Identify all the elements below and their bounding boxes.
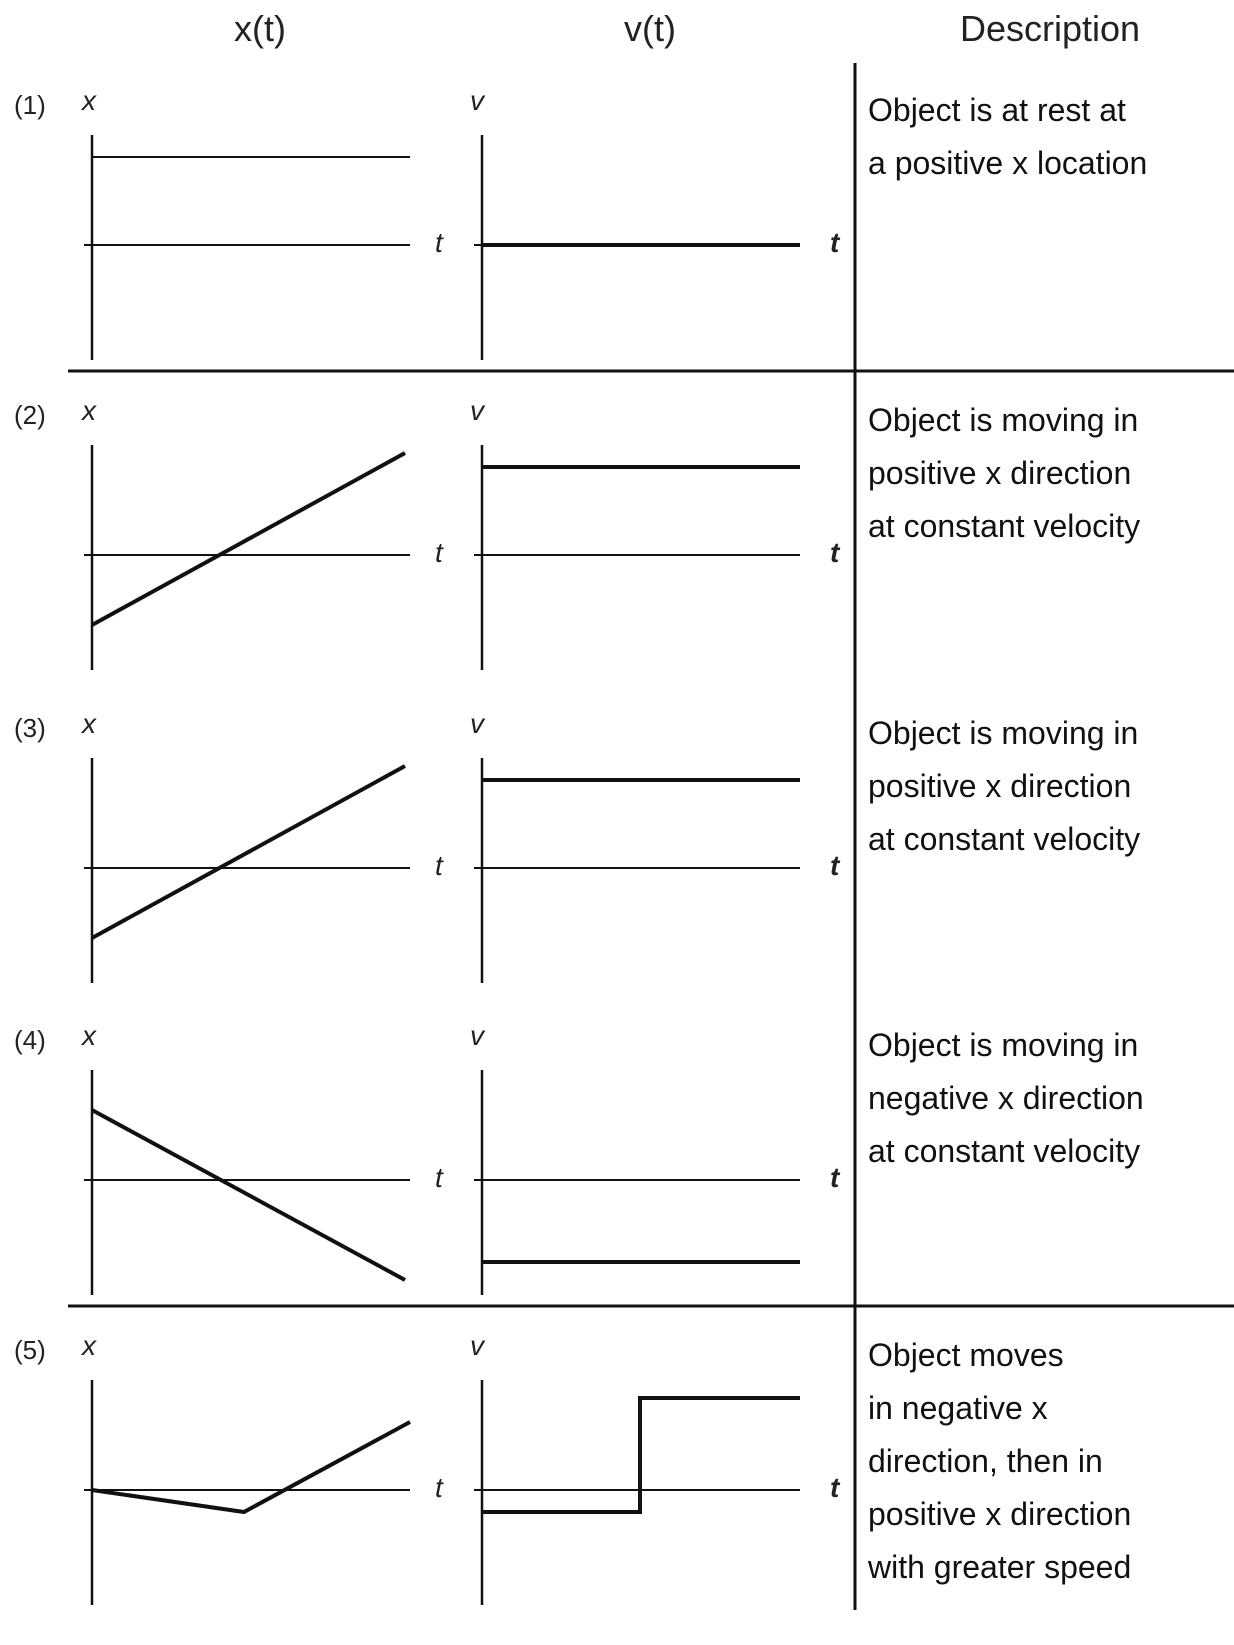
x-axis-label: x [82,1330,96,1361]
position-curve [91,1108,406,1282]
row-number: (3) [14,713,46,743]
position-curve [91,451,406,627]
motion-graphs-table: x(t) v(t) Description (1) x v t t Object is a… [14,8,1234,1610]
row-4-graphs [84,1070,800,1295]
v-axis-label: v [470,85,484,116]
row-description: Object is moving in positive x direction a… [868,707,1228,866]
description-line: a positive x location [868,145,1148,181]
description-line: positive x direction [868,455,1132,491]
row-5-graphs [84,1380,800,1605]
header-v: v(t) [624,8,676,49]
description-line: at constant velocity [868,508,1141,544]
header-x: x(t) [234,8,286,49]
position-curve [91,1420,411,1515]
row-3-graphs [84,758,800,983]
t-axis-label-x-graph: t [435,1162,443,1193]
x-axis-label: x [82,1020,96,1051]
position-curve [91,764,406,940]
table-grid [68,63,1234,1610]
row-description: Object is moving in positive x direction a… [868,394,1228,553]
description-line: direction, then in [868,1443,1103,1479]
velocity-curve [482,1396,800,1514]
t-axis-label-v-graph: t [830,227,840,258]
v-axis-label: v [470,708,484,739]
row-number: (4) [14,1025,46,1055]
t-axis-label-x-graph: t [435,227,443,258]
v-axis-label: v [470,1330,484,1361]
description-line: in negative x [868,1390,1048,1426]
row-2-graphs [84,445,800,670]
x-axis-label: x [82,708,96,739]
t-axis-label-v-graph: t [830,1472,840,1503]
t-axis-label-x-graph: t [435,850,443,881]
row-number: (2) [14,400,46,430]
v-axis-label: v [470,395,484,426]
description-line: positive x direction [868,768,1132,804]
description-line: Object is moving in [868,715,1139,751]
x-axis-label: x [82,395,96,426]
description-line: Object is moving in [868,402,1139,438]
description-line: at constant velocity [868,1133,1141,1169]
row-description: Object is at rest at a positive x locatio… [868,84,1228,190]
t-axis-label-v-graph: t [830,1162,840,1193]
t-axis-label-x-graph: t [435,537,443,568]
description-line: positive x direction [868,1496,1132,1532]
x-axis-label: x [82,85,96,116]
description-line: negative x direction [868,1080,1144,1116]
row-number: (1) [14,90,46,120]
v-axis-label: v [470,1020,484,1051]
row-1-graphs [84,135,800,360]
header-description: Description [959,8,1141,49]
description-line: Object is moving in [868,1027,1139,1063]
description-line: Object moves [868,1337,1064,1373]
row-description: Object moves in negative x direction, then… [868,1329,1228,1594]
description-line: at constant velocity [868,821,1141,857]
row-number: (5) [14,1335,46,1365]
description-line: Object is at rest at [868,92,1126,128]
row-description: Object is moving in negative x direction a… [868,1019,1228,1178]
description-line: with greater speed [868,1549,1132,1585]
t-axis-label-v-graph: t [830,850,840,881]
t-axis-label-v-graph: t [830,537,840,568]
t-axis-label-x-graph: t [435,1472,443,1503]
